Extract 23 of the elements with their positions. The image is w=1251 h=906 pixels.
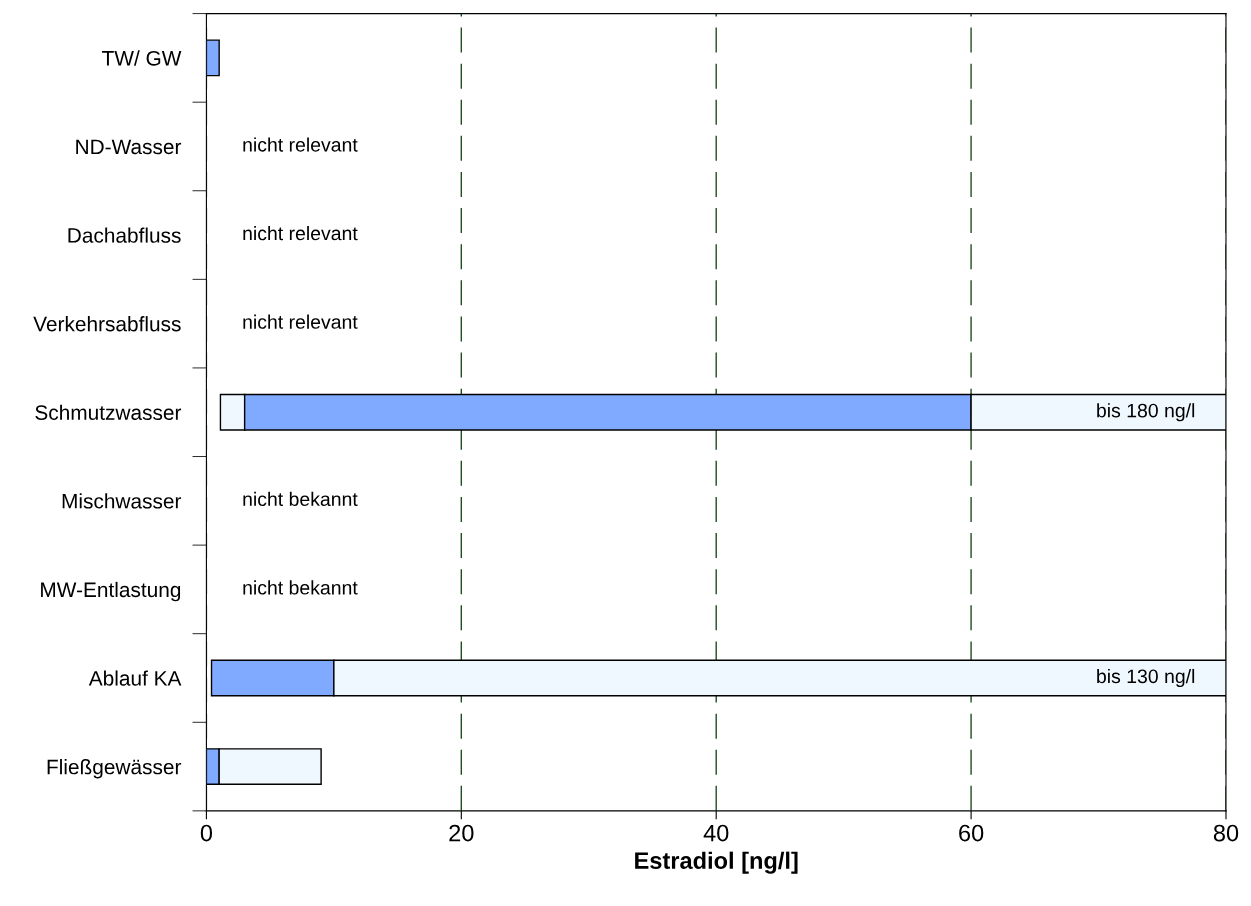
y-tick-label: TW/ GW xyxy=(102,50,182,66)
x-axis-title: Estradiol [ng/l] xyxy=(635,851,798,874)
x-tick-label: 20 xyxy=(449,824,474,842)
y-tick-label: ND-Wasser xyxy=(76,139,182,155)
y-tick-label: Verkehrsabfluss xyxy=(33,316,181,332)
x-tick-label: 0 xyxy=(200,824,213,842)
y-tick-label: Ablauf KA xyxy=(88,670,182,686)
annotation: bis 130 ng/l xyxy=(1097,668,1195,688)
annotation: nicht relevant xyxy=(243,137,358,152)
x-tick-label: 80 xyxy=(1213,824,1239,842)
x-tick-label: 40 xyxy=(703,824,729,842)
bar xyxy=(206,39,220,77)
annotation: bis 180 ng/l xyxy=(1097,403,1195,422)
y-tick-label: MW-Entlastung xyxy=(41,581,181,602)
y-tick-label: Fließgewässer xyxy=(47,759,182,779)
y-tick-label: Mischwasser xyxy=(62,493,182,509)
x-tick-label: 60 xyxy=(959,824,984,842)
annotation: nicht bekannt xyxy=(243,491,358,507)
y-tick-label: Dachabfluss xyxy=(68,227,181,243)
annotation: nicht relevant xyxy=(243,314,358,329)
y-tick-label: Schmutzwasser xyxy=(35,404,182,420)
annotation: nicht bekannt xyxy=(243,580,358,595)
annotation: nicht relevant xyxy=(243,225,358,241)
